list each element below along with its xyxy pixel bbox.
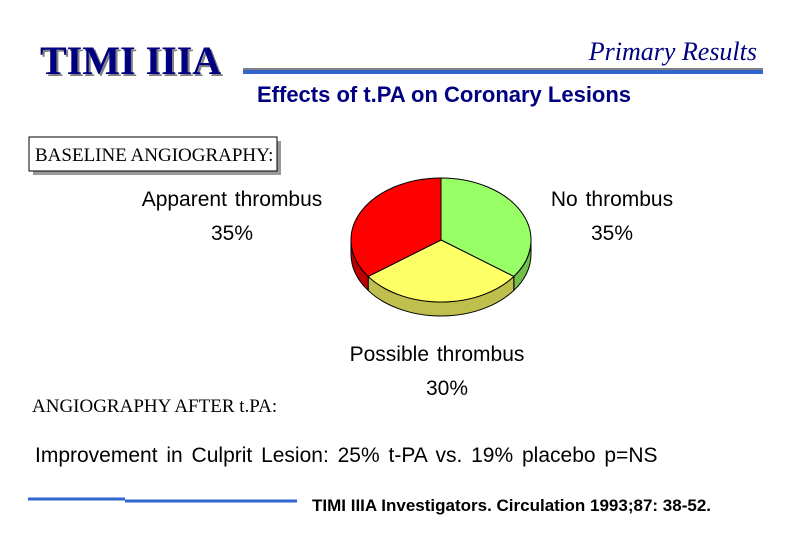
pie-slice	[350, 177, 442, 278]
title-shadow: TIMI IIIA	[42, 40, 223, 85]
citation: TIMI IIIA Investigators. Circulation 199…	[312, 496, 711, 515]
section-label: ANGIOGRAPHY AFTER t.PA:	[32, 396, 277, 417]
slice-value: 35%	[211, 222, 253, 245]
note: Improvement in Culprit Lesion: 25% t-PA …	[35, 444, 658, 467]
pie-slice	[367, 239, 515, 303]
section-label: BASELINE ANGIOGRAPHY:	[35, 145, 273, 166]
slice-label: Possible thrombus	[350, 343, 525, 366]
title: TIMI IIIA	[40, 38, 221, 83]
pie-chart: No thrombus 35% Possible thrombus 30% Appare…	[142, 177, 673, 400]
tagline: Primary Results	[588, 37, 757, 66]
slice-label: Apparent thrombus	[142, 188, 323, 211]
section-box	[28, 136, 278, 172]
subtitle: Effects of t.PA on Coronary Lesions	[257, 82, 631, 107]
slice-value: 30%	[426, 377, 468, 400]
slice-label: No thrombus	[551, 188, 673, 211]
slice-value: 35%	[591, 222, 633, 245]
pie-slice	[440, 177, 532, 278]
